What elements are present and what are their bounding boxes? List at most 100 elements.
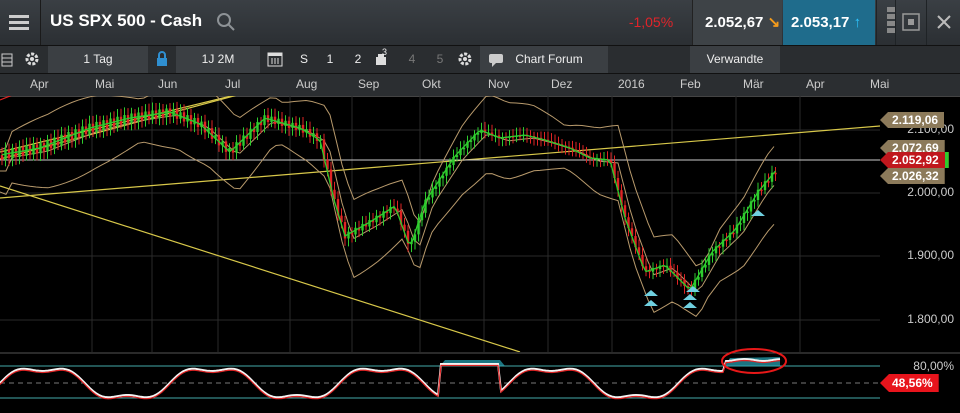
- candle: [256, 121, 259, 133]
- oscillator-value-label: 48,56%: [880, 374, 939, 392]
- candle: [305, 129, 308, 133]
- candle: [725, 239, 728, 242]
- layout-2-button[interactable]: 2: [354, 52, 362, 66]
- candle: [347, 231, 350, 239]
- candle: [679, 278, 683, 281]
- candle: [683, 279, 686, 286]
- month-label: Sep: [358, 77, 380, 91]
- bollinger-middle: [0, 115, 775, 292]
- candle: [441, 175, 445, 179]
- candle: [746, 211, 749, 214]
- chart-settings-button[interactable]: [452, 46, 478, 73]
- month-label: Apr: [30, 77, 49, 91]
- layout-s-button[interactable]: S: [299, 52, 308, 66]
- candle: [207, 128, 210, 133]
- layout-3-button[interactable]: 3: [370, 46, 392, 73]
- title-bar: US SPX 500 - Cash -1,05% 2.052,67 ↘ 2.05…: [0, 0, 960, 46]
- candle: [238, 142, 242, 146]
- candle: [403, 224, 406, 231]
- candle: [452, 157, 455, 165]
- lock-button[interactable]: [150, 46, 174, 73]
- candle: [228, 147, 231, 152]
- candle: [700, 267, 704, 277]
- month-label: Dez: [551, 77, 573, 91]
- scroll-icon: [887, 7, 895, 33]
- candle: [662, 265, 665, 268]
- candle: [200, 121, 203, 128]
- calendar-button[interactable]: [262, 46, 288, 73]
- candle: [728, 232, 732, 241]
- ask-price: 2.053,17: [791, 14, 850, 31]
- month-label: 2016: [618, 77, 645, 91]
- candle: [637, 247, 641, 255]
- candle: [175, 109, 179, 119]
- candle: [263, 115, 266, 126]
- candle: [672, 271, 676, 274]
- price-tick: 1.900,00: [907, 248, 954, 262]
- price-change: -1,05%: [628, 14, 674, 30]
- candle: [473, 134, 476, 141]
- candle: [578, 150, 581, 153]
- candle: [630, 228, 634, 237]
- month-label: Okt: [422, 77, 441, 91]
- candle: [385, 211, 389, 214]
- bollinger-upper: [0, 96, 775, 267]
- ask-price-button[interactable]: 2.053,17 ↑: [783, 0, 875, 45]
- calendar-icon: [267, 52, 283, 67]
- layout-5-button[interactable]: 5: [436, 52, 444, 66]
- candle: [448, 164, 452, 168]
- candle: [462, 147, 466, 150]
- search-icon[interactable]: [216, 12, 236, 32]
- scroll-controls[interactable]: [876, 0, 905, 45]
- candle: [60, 134, 63, 146]
- candle: [0, 155, 4, 160]
- candle: [329, 169, 333, 190]
- candle: [326, 159, 329, 170]
- candle: [210, 128, 214, 139]
- bid-price: 2.052,67: [705, 14, 764, 31]
- signal-marker[interactable]: [644, 290, 658, 306]
- candle: [420, 212, 424, 221]
- chart-forum-button[interactable]: Chart Forum: [480, 46, 608, 73]
- candle: [763, 181, 767, 191]
- candle: [574, 149, 578, 151]
- candle: [182, 112, 186, 122]
- month-label: Nov: [488, 77, 510, 91]
- bid-price-button[interactable]: 2.052,67 ↘: [692, 0, 782, 45]
- candle: [343, 222, 347, 239]
- candle: [389, 206, 392, 214]
- candle: [686, 285, 690, 288]
- oscillator-line-signal: [0, 357, 781, 399]
- related-button[interactable]: Verwandte: [690, 46, 780, 73]
- arrow-down-icon: ↘: [767, 14, 781, 31]
- candle: [718, 246, 721, 248]
- signal-marker[interactable]: [751, 210, 765, 216]
- signal-marker[interactable]: [683, 286, 700, 308]
- month-label: Jul: [225, 77, 241, 91]
- settings-button[interactable]: [18, 46, 46, 73]
- candle: [231, 147, 235, 153]
- table-view-button[interactable]: [0, 46, 16, 73]
- candle: [221, 141, 224, 146]
- candle: [189, 115, 193, 125]
- candle: [357, 227, 361, 231]
- month-label: Feb: [680, 77, 701, 91]
- candle: [480, 129, 483, 134]
- candle: [581, 152, 585, 155]
- month-label: Aug: [296, 77, 318, 91]
- menu-icon[interactable]: [0, 0, 41, 45]
- price-chart[interactable]: [0, 96, 960, 413]
- layout-4-button[interactable]: 4: [408, 52, 416, 66]
- oscillator-tick: 80,00%: [913, 359, 954, 373]
- gear-icon: [25, 52, 39, 66]
- signal-markers[interactable]: [644, 210, 765, 308]
- timeframe-select[interactable]: 1 Tag: [48, 46, 148, 73]
- close-button[interactable]: [926, 0, 960, 45]
- popout-button[interactable]: [895, 0, 926, 45]
- candle: [333, 189, 336, 200]
- range-select[interactable]: 1J 2M: [176, 46, 260, 73]
- print-icon: [376, 54, 386, 65]
- candle: [438, 178, 441, 187]
- moving-average: [1, 111, 776, 289]
- layout-1-button[interactable]: 1: [326, 52, 334, 66]
